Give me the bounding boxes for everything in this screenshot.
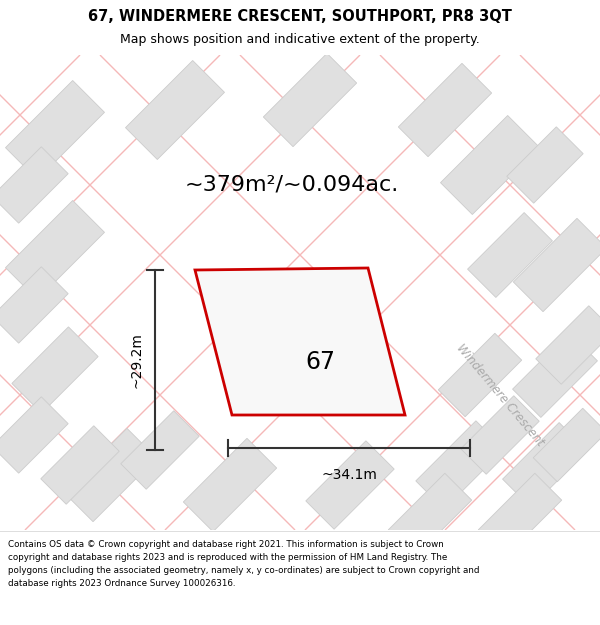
Text: copyright and database rights 2023 and is reproduced with the permission of HM L: copyright and database rights 2023 and i… <box>8 553 447 562</box>
Polygon shape <box>5 81 104 179</box>
Text: Contains OS data © Crown copyright and database right 2021. This information is : Contains OS data © Crown copyright and d… <box>8 540 444 549</box>
Text: ~29.2m: ~29.2m <box>129 332 143 388</box>
Polygon shape <box>0 267 68 343</box>
Polygon shape <box>478 473 562 557</box>
Polygon shape <box>512 332 598 418</box>
Polygon shape <box>41 426 119 504</box>
Text: 67, WINDERMERE CRESCENT, SOUTHPORT, PR8 3QT: 67, WINDERMERE CRESCENT, SOUTHPORT, PR8 … <box>88 9 512 24</box>
Polygon shape <box>12 327 98 413</box>
Text: ~379m²/~0.094ac.: ~379m²/~0.094ac. <box>185 175 399 195</box>
Polygon shape <box>416 421 504 509</box>
Polygon shape <box>125 61 224 159</box>
Polygon shape <box>306 441 394 529</box>
Polygon shape <box>438 333 522 417</box>
Polygon shape <box>0 147 68 223</box>
Text: 67: 67 <box>305 350 335 374</box>
Polygon shape <box>263 53 356 147</box>
Polygon shape <box>388 473 472 557</box>
Text: Windermere Crescent: Windermere Crescent <box>454 341 547 449</box>
Polygon shape <box>64 428 157 522</box>
Polygon shape <box>398 63 491 157</box>
Polygon shape <box>5 201 104 299</box>
Polygon shape <box>0 397 68 473</box>
Polygon shape <box>121 411 199 489</box>
Polygon shape <box>440 116 539 214</box>
Polygon shape <box>507 127 583 203</box>
Polygon shape <box>533 408 600 482</box>
Polygon shape <box>461 396 539 474</box>
Text: Map shows position and indicative extent of the property.: Map shows position and indicative extent… <box>120 33 480 46</box>
Polygon shape <box>195 268 405 415</box>
Polygon shape <box>184 438 277 532</box>
Text: ~34.1m: ~34.1m <box>321 468 377 482</box>
Polygon shape <box>536 306 600 384</box>
Polygon shape <box>467 213 553 298</box>
Text: polygons (including the associated geometry, namely x, y co-ordinates) are subje: polygons (including the associated geome… <box>8 566 479 575</box>
Text: database rights 2023 Ordnance Survey 100026316.: database rights 2023 Ordnance Survey 100… <box>8 579 235 588</box>
Polygon shape <box>514 218 600 312</box>
Polygon shape <box>503 422 587 508</box>
